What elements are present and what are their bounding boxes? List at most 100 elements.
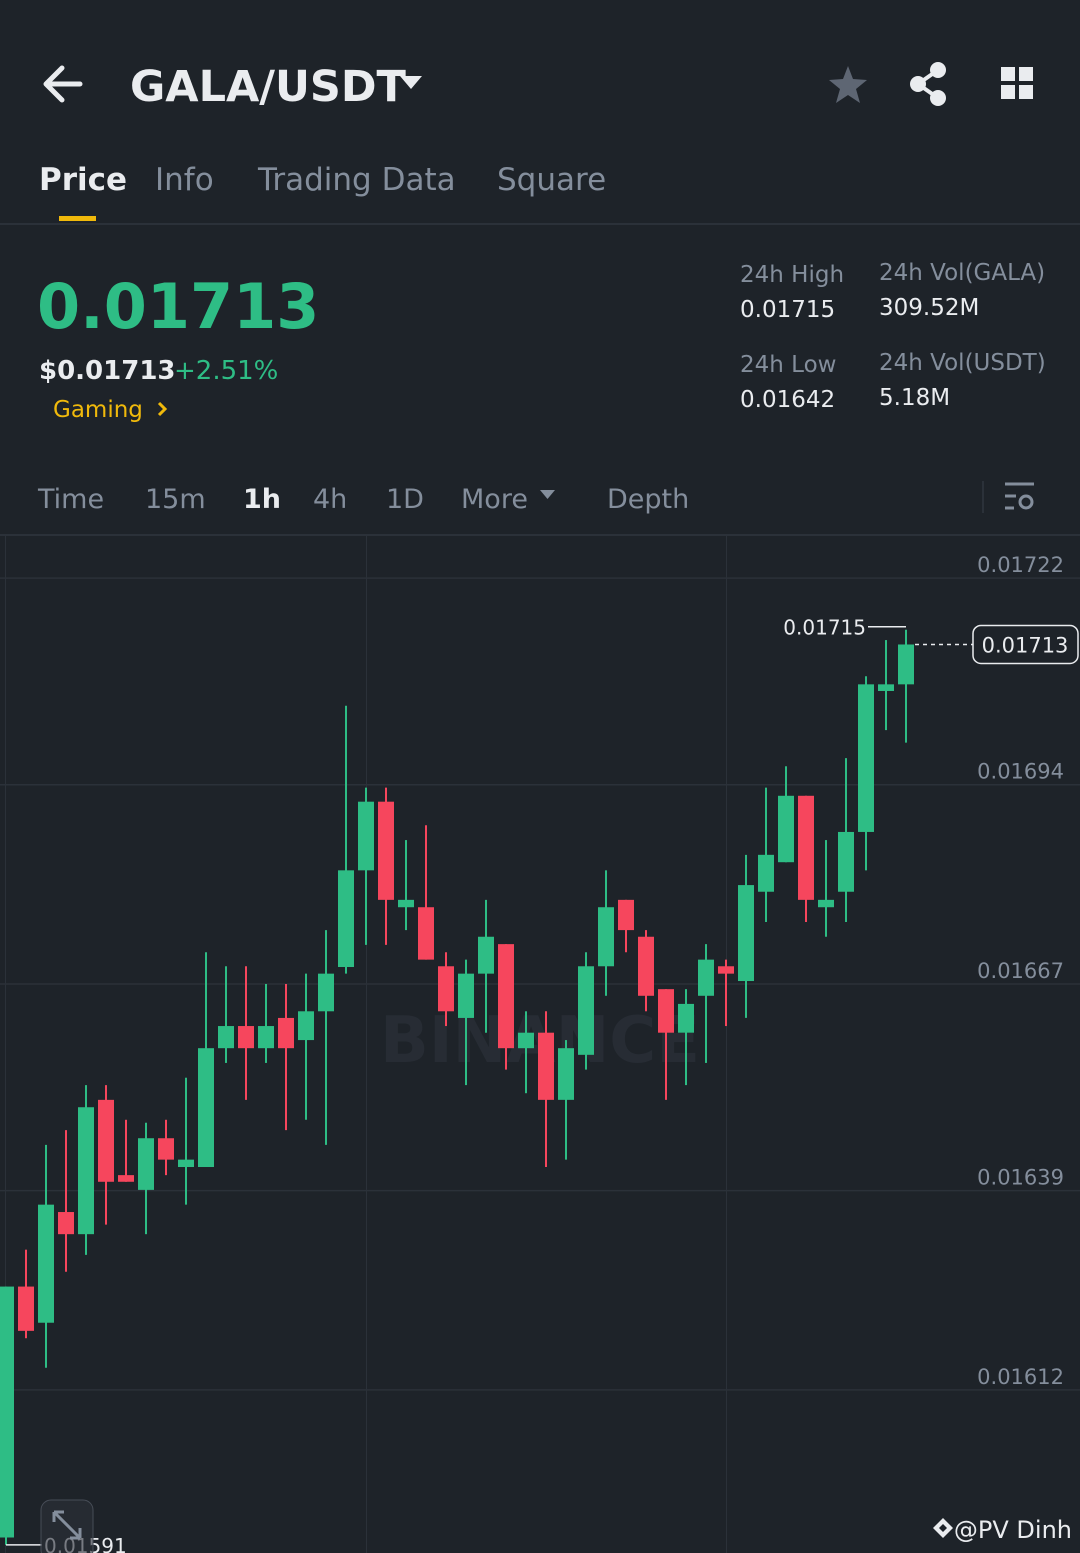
divider xyxy=(0,223,1080,225)
y-tick-label: 0.01722 xyxy=(977,553,1064,577)
credit-icon xyxy=(933,1518,953,1538)
candle-body xyxy=(98,1099,114,1182)
candle-body xyxy=(138,1138,154,1190)
separator xyxy=(982,481,984,513)
last-price: 0.01713 xyxy=(37,270,319,343)
interval[interactable]: 1D xyxy=(386,484,424,515)
divider xyxy=(0,534,1080,536)
candle-body xyxy=(318,973,334,1012)
candle-body xyxy=(458,973,474,1018)
candle-body xyxy=(618,899,634,931)
favorite-icon[interactable] xyxy=(829,66,867,103)
stat-value: 309.52M xyxy=(879,295,979,321)
last-price-label: 0.01713 xyxy=(982,633,1069,657)
y-tick-label: 0.01612 xyxy=(977,1365,1064,1389)
v-grid-line xyxy=(366,536,367,1553)
interval[interactable]: Depth xyxy=(607,484,689,515)
y-tick-label: 0.01694 xyxy=(977,760,1064,784)
candle-body xyxy=(598,907,614,967)
candle-body xyxy=(338,870,354,968)
tab[interactable]: Info xyxy=(155,162,214,198)
candle-body xyxy=(218,1026,234,1049)
interval[interactable]: More xyxy=(461,484,528,515)
candle-body xyxy=(758,854,774,892)
share-icon[interactable] xyxy=(910,62,946,106)
stat-value: 0.01715 xyxy=(740,297,835,323)
back-arrow xyxy=(43,65,83,103)
high-marker-label: 0.01715 xyxy=(783,616,866,640)
tab[interactable]: Price xyxy=(39,162,127,198)
usd-price: $0.01713 xyxy=(39,356,176,386)
interval[interactable]: Time xyxy=(37,484,104,515)
pair-dropdown[interactable] xyxy=(400,76,422,89)
interval[interactable]: 1h xyxy=(243,484,281,515)
candle-body xyxy=(298,1011,314,1041)
candle-body xyxy=(858,684,874,832)
stat-label: 24h Vol(GALA) xyxy=(879,260,1045,286)
more-dropdown[interactable] xyxy=(540,490,555,499)
fullscreen-arrows xyxy=(52,1510,82,1540)
candle-body xyxy=(818,899,834,908)
category-tag[interactable]: Gaming xyxy=(53,397,143,423)
candle-body xyxy=(638,936,654,996)
settings-lines xyxy=(1005,482,1034,510)
candle-body xyxy=(438,966,454,1012)
candle-body xyxy=(478,936,494,974)
candle-body xyxy=(418,907,434,960)
stat-label: 24h High xyxy=(740,262,844,288)
candle-body xyxy=(898,644,914,685)
v-grid-line xyxy=(726,536,727,1553)
candle-body xyxy=(78,1107,94,1235)
candle-body xyxy=(398,899,414,908)
candle-body xyxy=(878,684,894,691)
candlestick-chart: 0.01722 0.01694 0.01667 0.01639 0.01612 0.017… xyxy=(0,553,1080,1553)
candle-body xyxy=(278,1017,294,1049)
grid-cell xyxy=(1001,85,1015,99)
y-tick-label: 0.01667 xyxy=(977,959,1064,983)
share-lines xyxy=(914,68,940,100)
candle-body xyxy=(558,1048,574,1100)
candle-body xyxy=(738,885,754,982)
candle-body xyxy=(158,1138,174,1160)
chart-settings-icon[interactable] xyxy=(1005,482,1034,510)
tab[interactable]: Square xyxy=(497,162,606,198)
grid-cell xyxy=(1019,67,1033,81)
candle-body xyxy=(358,801,374,871)
candle-body xyxy=(678,1003,694,1033)
interval[interactable]: 4h xyxy=(313,484,347,515)
grid-menu-icon[interactable] xyxy=(1001,67,1033,99)
chevron xyxy=(157,401,168,417)
candle-body xyxy=(58,1212,74,1235)
pair-title[interactable]: GALA/USDT xyxy=(130,62,407,112)
candle-body xyxy=(378,801,394,900)
candle-body xyxy=(798,795,814,900)
candle-body xyxy=(178,1159,194,1168)
candle-body xyxy=(198,1048,214,1168)
candle-body xyxy=(658,989,674,1033)
candle-body xyxy=(0,1286,14,1538)
tab[interactable]: Trading Data xyxy=(257,162,456,198)
candle-body xyxy=(498,944,514,1049)
grid-cell xyxy=(1019,85,1033,99)
candle-body xyxy=(518,1032,534,1049)
fullscreen-button[interactable] xyxy=(40,1499,94,1553)
stat-value: 0.01642 xyxy=(740,387,835,413)
candle-body xyxy=(238,1026,254,1049)
candle-body xyxy=(578,966,594,1055)
tab-indicator xyxy=(59,216,96,221)
price-change: +2.51% xyxy=(174,356,278,386)
credit: @PV Dinh xyxy=(954,1516,1072,1544)
candle-body xyxy=(718,966,734,974)
settings-gear xyxy=(1018,494,1034,510)
candle-body xyxy=(38,1204,54,1323)
candle-body xyxy=(258,1026,274,1049)
back-button[interactable] xyxy=(43,65,83,103)
candle-body xyxy=(118,1175,134,1182)
candle-body xyxy=(538,1032,554,1100)
interval[interactable]: 15m xyxy=(145,484,206,515)
stat-value: 5.18M xyxy=(879,385,950,411)
v-grid-line xyxy=(5,536,6,1553)
